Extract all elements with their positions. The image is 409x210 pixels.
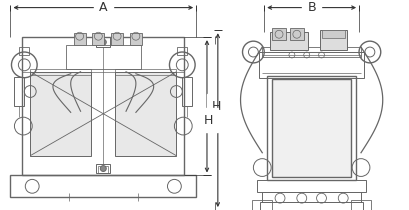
Text: H: H [203,114,212,127]
Bar [98,165,108,173]
Bar [30,69,91,75]
Bar [130,33,142,45]
Bar [74,33,85,45]
Bar [262,47,360,57]
Bar [92,33,104,45]
Text: H: H [211,100,221,113]
Circle shape [100,39,106,45]
Bar [267,76,355,180]
Bar [289,28,303,40]
Bar [350,200,370,210]
Bar [65,45,140,69]
Text: B: B [307,1,315,14]
Bar [11,175,196,197]
Bar [30,72,91,156]
Bar [257,180,365,192]
Bar [177,47,187,55]
Bar [321,30,344,38]
Bar [96,37,110,47]
Bar [319,30,346,50]
Bar [260,202,362,210]
Bar [111,33,123,45]
Bar [115,72,176,156]
Bar [262,192,360,202]
Bar [19,47,29,55]
Bar [272,79,350,177]
Circle shape [100,165,106,172]
Bar [14,77,24,106]
Bar [252,200,272,210]
Bar [258,52,363,78]
Bar [96,164,110,173]
Bar [272,28,285,40]
Bar [115,69,176,75]
Bar [22,37,184,175]
Text: A: A [99,1,107,14]
Bar [270,32,307,50]
Bar [182,77,192,106]
